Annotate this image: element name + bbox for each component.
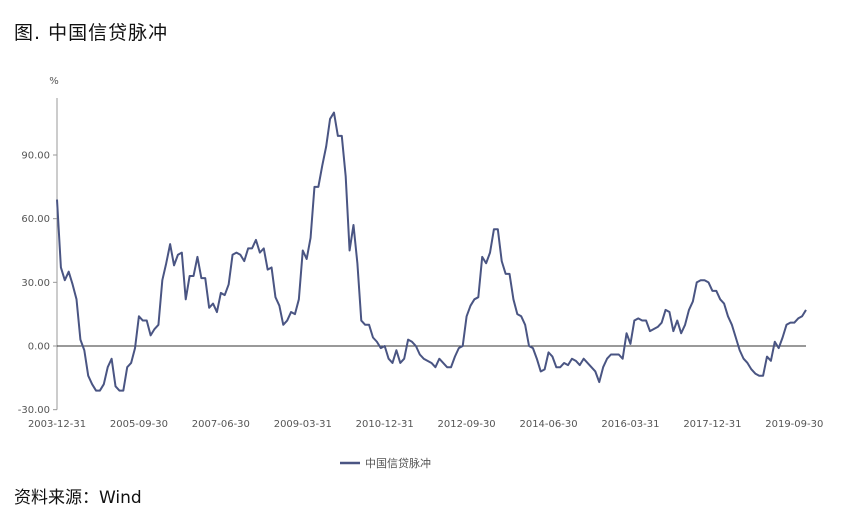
chart-legend: 中国信贷脉冲 bbox=[340, 456, 431, 470]
chart-ticks: -30.00 0.00 30.00 60.00 90.00 2003-12-31 2005-… bbox=[18, 151, 824, 431]
y-axis-unit: % bbox=[49, 76, 59, 87]
legend-label: 中国信贷脉冲 bbox=[365, 456, 431, 470]
x-tick-label: 2009-03-31 bbox=[274, 419, 332, 430]
y-tick-label: 60.00 bbox=[21, 214, 50, 225]
chart-series bbox=[56, 111, 807, 392]
x-tick-label: 2019-09-30 bbox=[765, 419, 823, 430]
y-tick-label: 90.00 bbox=[21, 151, 50, 162]
x-tick-label: 2010-12-31 bbox=[356, 419, 414, 430]
x-tick-label: 2007-06-30 bbox=[192, 419, 250, 430]
x-tick-label: 2003-12-31 bbox=[28, 419, 86, 430]
x-tick-label: 2017-12-31 bbox=[683, 419, 741, 430]
x-tick-label: 2012-09-30 bbox=[438, 419, 496, 430]
y-tick-label: 0.00 bbox=[28, 342, 50, 353]
source-note: 资料来源：Wind bbox=[14, 488, 142, 508]
chart-axes: % bbox=[49, 76, 806, 410]
series-line-credit-impulse bbox=[56, 111, 807, 392]
figure-title: 图. 中国信贷脉冲 bbox=[14, 22, 169, 44]
x-tick-label: 2005-09-30 bbox=[110, 419, 168, 430]
y-tick-label: -30.00 bbox=[18, 405, 50, 416]
y-tick-label: 30.00 bbox=[21, 278, 50, 289]
x-tick-label: 2014-06-30 bbox=[519, 419, 577, 430]
x-tick-label: 2016-03-31 bbox=[601, 419, 659, 430]
